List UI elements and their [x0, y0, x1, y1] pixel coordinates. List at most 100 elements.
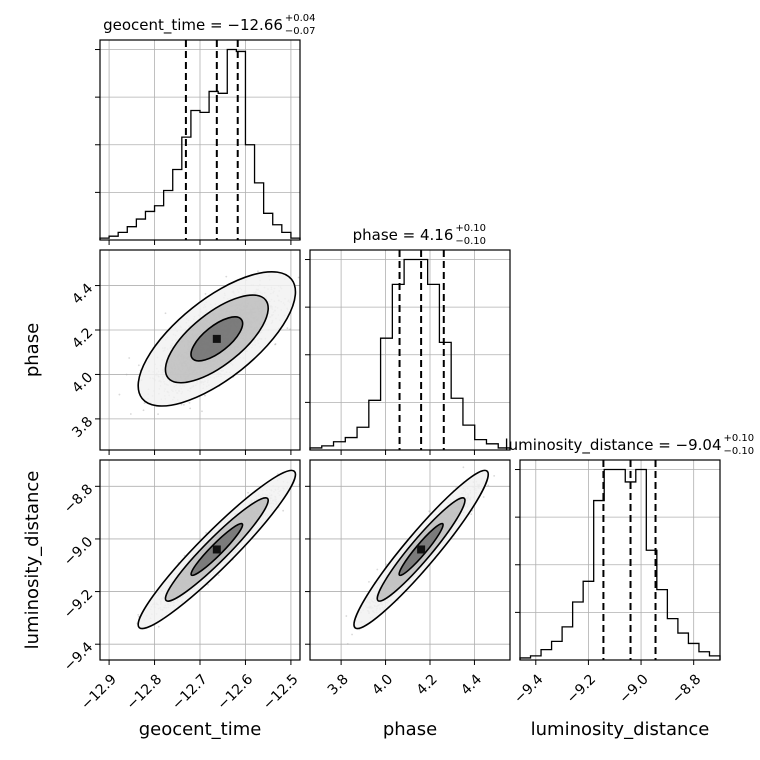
histogram-bar	[404, 260, 416, 450]
sample-point	[164, 312, 167, 315]
histogram-bar	[699, 652, 710, 660]
histogram-luminosity_distance: luminosity_distance = −9.04 +0.10 −0.10	[505, 433, 755, 665]
title-lower-error: −0.10	[455, 236, 486, 247]
scatter-panel-phase-vs-geocent_time	[95, 249, 304, 455]
sample-point	[282, 509, 285, 512]
panel-content	[100, 250, 304, 450]
histogram-bar	[439, 342, 451, 450]
histogram-bar	[688, 643, 699, 660]
sample-point	[274, 343, 276, 346]
title-lower-error: −0.10	[724, 446, 755, 457]
histogram-phase: phase = 4.16 +0.10 −0.10	[305, 223, 511, 455]
histogram-bar	[273, 225, 282, 240]
histogram-bar	[678, 633, 689, 660]
histogram-bar	[127, 227, 136, 240]
histogram-bar	[191, 110, 200, 240]
sample-point	[225, 275, 228, 278]
histogram-bar	[227, 50, 236, 240]
histogram-bar	[583, 581, 594, 660]
histogram-bar	[136, 219, 145, 240]
sample-point	[137, 364, 140, 367]
histogram-title: phase = 4.16	[353, 226, 468, 244]
histogram-bar	[531, 656, 542, 660]
histogram-bar	[667, 619, 678, 660]
histogram-bar	[573, 602, 584, 660]
sample-point	[142, 409, 145, 412]
histogram-bar	[486, 444, 498, 450]
histogram-bar	[245, 145, 254, 240]
sample-point	[207, 583, 209, 586]
sample-point	[189, 407, 192, 410]
sample-point	[274, 343, 277, 345]
histogram-bar	[451, 398, 463, 450]
sample-point	[128, 357, 131, 359]
histogram-bar	[218, 93, 227, 240]
histogram-bar	[636, 470, 647, 660]
sample-point	[297, 276, 300, 279]
histogram-geocent_time: geocent_time = −12.66 +0.04 −0.07	[95, 13, 316, 245]
histogram-bar	[615, 470, 626, 660]
title-value: 4.16	[420, 226, 453, 244]
title-phase: phase = 4.16 +0.10 −0.10	[353, 223, 486, 247]
title-value: −9.04	[676, 436, 722, 454]
sample-point	[204, 293, 207, 295]
histogram-line-phase	[309, 258, 511, 450]
histogram-title: luminosity_distance = −9.04	[505, 436, 736, 455]
histogram-bar	[334, 442, 346, 450]
scatter-panel-luminosity_distance-vs-geocent_time	[95, 458, 310, 665]
sample-point	[286, 327, 289, 330]
sample-point	[188, 401, 191, 404]
histogram-line-geocent_time	[99, 48, 301, 240]
histogram-bar	[369, 400, 381, 450]
sample-point	[129, 413, 132, 415]
histogram-line-luminosity_distance	[519, 468, 721, 660]
contour-line-1	[164, 294, 269, 384]
sample-point	[302, 303, 304, 305]
title-upper-error: +0.10	[455, 223, 486, 234]
contour-line-2	[137, 270, 297, 407]
histogram-bar	[381, 338, 393, 450]
sample-point	[201, 410, 203, 413]
histogram-bar	[562, 627, 573, 660]
histogram-title: geocent_time = −12.66	[103, 16, 297, 35]
histogram-bar	[552, 641, 563, 660]
histogram-bar	[164, 190, 173, 240]
sample-point	[180, 403, 183, 406]
histogram-bar	[463, 425, 475, 450]
sample-point	[204, 394, 206, 397]
histogram-bar	[255, 183, 264, 240]
histogram-bar	[357, 427, 369, 450]
histogram-bar	[200, 112, 209, 240]
title-prefix: geocent_time =	[103, 16, 227, 35]
sample-point	[125, 373, 128, 376]
sample-point	[257, 270, 259, 273]
histogram-bar	[428, 284, 440, 450]
sample-point	[143, 402, 146, 405]
title-prefix: phase =	[353, 226, 420, 244]
histogram-bar	[709, 656, 720, 660]
sample-point	[182, 403, 185, 406]
density-peak	[212, 334, 221, 343]
histogram-bar	[118, 232, 127, 240]
histogram-bar	[322, 446, 334, 450]
title-lower-error: −0.07	[285, 26, 316, 37]
histogram-bar	[657, 590, 668, 660]
histogram-bar	[392, 284, 404, 450]
sample-point	[205, 531, 208, 534]
histogram-bar	[145, 211, 154, 240]
title-value: −12.66	[227, 16, 283, 34]
histogram-bar	[345, 438, 357, 450]
sample-point	[308, 458, 310, 460]
title-upper-error: +0.10	[724, 433, 755, 444]
sample-point	[118, 393, 121, 396]
sample-point	[157, 625, 160, 628]
histogram-bar	[475, 440, 487, 450]
histogram-bar	[264, 213, 273, 240]
title-geocent_time: geocent_time = −12.66 +0.04 −0.07	[103, 13, 315, 37]
sample-point	[289, 328, 292, 331]
histogram-bar	[604, 470, 615, 660]
title-upper-error: +0.04	[285, 13, 316, 24]
contour-line-0	[190, 316, 244, 362]
panel-content	[100, 458, 310, 660]
